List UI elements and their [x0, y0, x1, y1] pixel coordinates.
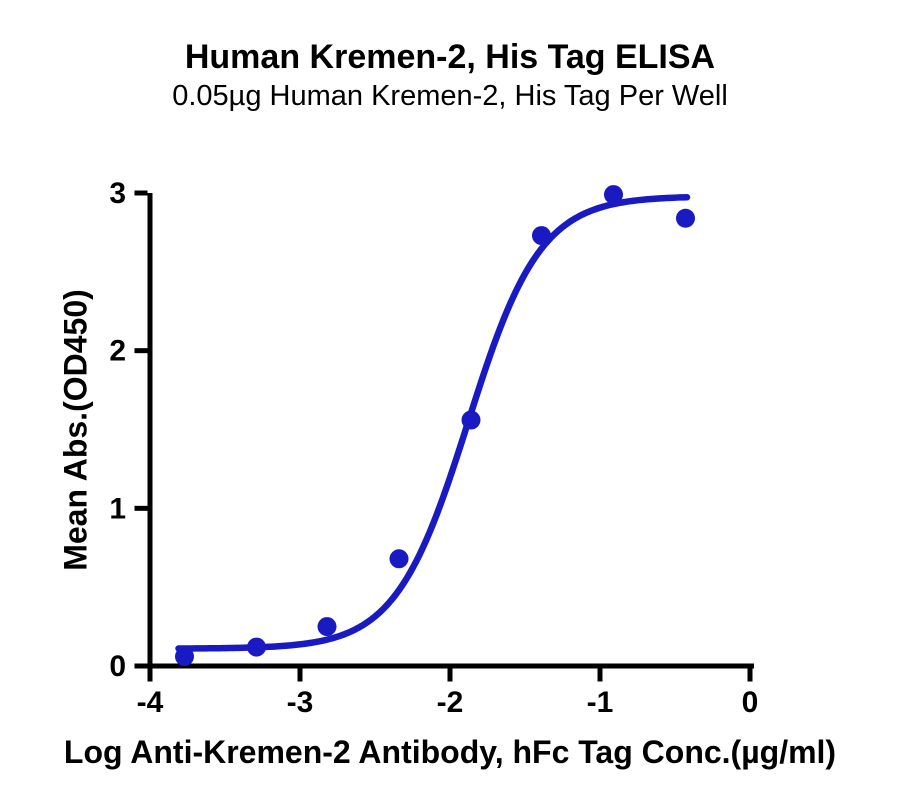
y-tick-label: 1 [109, 492, 126, 525]
y-tick-label: 0 [109, 650, 126, 683]
data-point [461, 410, 481, 430]
y-tick-label: 3 [109, 177, 126, 210]
x-tick-label: -4 [137, 686, 164, 719]
x-tick-label: -1 [587, 686, 614, 719]
data-point [175, 647, 194, 667]
data-point [247, 637, 266, 657]
data-point [389, 549, 409, 569]
fit-curve [175, 193, 691, 652]
x-axis-label: Log Anti-Kremen-2 Antibody, hFc Tag Conc… [63, 734, 837, 770]
chart-subtitle: 0.05µg Human Kremen-2, His Tag Per Well [172, 80, 728, 112]
x-tick-label: 0 [742, 686, 759, 719]
data-point [676, 208, 695, 228]
y-axis-label: Mean Abs.(OD450) [57, 289, 94, 571]
y-tick-label: 2 [109, 335, 126, 368]
x-tick-label: -3 [287, 686, 314, 719]
x-tick-label: -2 [437, 686, 464, 719]
data-point [604, 185, 623, 205]
data-point [317, 617, 337, 637]
data-point [532, 226, 551, 246]
chart-title: Human Kremen-2, His Tag ELISA [184, 38, 716, 76]
